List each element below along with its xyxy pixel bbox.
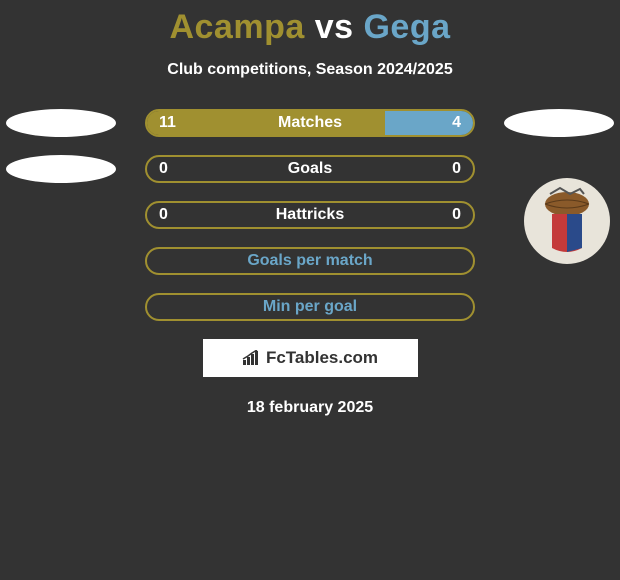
stat-row: 00Goals — [0, 155, 620, 183]
chart-icon — [242, 350, 262, 366]
date-text: 18 february 2025 — [0, 399, 620, 417]
stat-label: Goals per match — [147, 249, 473, 273]
page-title: Acampa vs Gega — [0, 0, 620, 47]
stat-label: Goals — [147, 157, 473, 181]
stat-bar: Min per goal — [145, 293, 475, 321]
stat-label: Matches — [147, 111, 473, 135]
footer-logo-box: FcTables.com — [203, 339, 418, 377]
crest-icon — [532, 186, 602, 256]
stat-bar: 00Goals — [145, 155, 475, 183]
club-crest — [524, 178, 610, 264]
player1-badge — [6, 109, 116, 137]
player1-badge — [6, 155, 116, 183]
footer-logo: FcTables.com — [242, 348, 378, 368]
stat-label: Hattricks — [147, 203, 473, 227]
stat-row: Goals per match — [0, 247, 620, 275]
stat-bar: Goals per match — [145, 247, 475, 275]
stat-row: 114Matches — [0, 109, 620, 137]
stat-row: Min per goal — [0, 293, 620, 321]
player2-badge — [504, 109, 614, 137]
stat-label: Min per goal — [147, 295, 473, 319]
subtitle: Club competitions, Season 2024/2025 — [0, 61, 620, 79]
vs-text: vs — [315, 8, 354, 46]
player2-name: Gega — [363, 8, 450, 46]
stat-bar: 00Hattricks — [145, 201, 475, 229]
footer-logo-text: FcTables.com — [266, 348, 378, 368]
player1-name: Acampa — [169, 8, 304, 46]
stat-bar: 114Matches — [145, 109, 475, 137]
